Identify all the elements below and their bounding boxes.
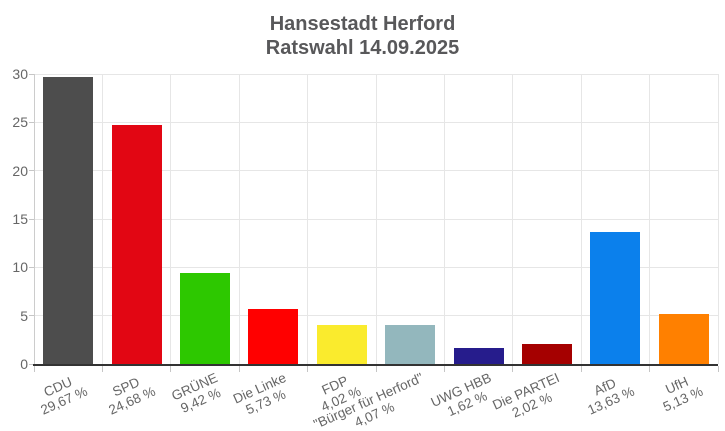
x-axis-tick-5: [375, 366, 377, 372]
chart-title-line2: Ratswahl 14.09.2025: [265, 37, 460, 59]
x-axis-tick-6: [443, 366, 445, 372]
x-gridline-1: [101, 74, 103, 364]
bar-grüne[interactable]: [180, 272, 230, 364]
x-axis-tick-4: [307, 366, 309, 372]
chart-title-line1: Hansestadt Herford: [269, 13, 456, 35]
chart-title: Hansestadt Herford Ratswahl 14.09.2025: [0, 12, 725, 60]
x-label-cdu: CDU 29,67 %: [32, 370, 89, 417]
x-label-grüne: GRÜNE 9,42 %: [169, 370, 226, 417]
y-axis-label-15: 15: [12, 211, 28, 227]
x-gridline-2: [170, 74, 172, 364]
x-label-afd: AfD 13,63 %: [579, 370, 636, 417]
y-axis-tick-5: [29, 315, 34, 317]
bar-ufh[interactable]: [658, 314, 709, 364]
y-axis-tick-20: [29, 170, 34, 172]
bar-die-partei[interactable]: [522, 344, 572, 364]
bar-fdp[interactable]: [316, 325, 367, 364]
x-label-ufh: UfH 5,13 %: [654, 370, 705, 415]
x-label-uwg-hbb: UWG HBB 1,62 %: [429, 370, 500, 424]
bar-die-linke[interactable]: [248, 308, 299, 364]
y-axis-label-5: 5: [20, 307, 28, 324]
x-gridline-6: [443, 74, 445, 364]
x-gridline-4: [307, 74, 309, 364]
bar-cdu[interactable]: [43, 77, 94, 364]
x-gridline-5: [375, 74, 377, 364]
bar-spd[interactable]: [111, 125, 162, 364]
x-gridline-7: [512, 74, 514, 364]
x-axis-tick-7: [512, 366, 514, 372]
x-axis-tick-1: [101, 366, 103, 372]
x-axis-line: [33, 364, 718, 366]
x-label-die-linke: Die Linke 5,73 %: [231, 370, 295, 420]
y-axis-tick-0: [29, 363, 34, 365]
x-gridline-3: [238, 74, 240, 364]
y-axis-label-0: 0: [20, 356, 28, 372]
x-axis-tick-9: [649, 366, 651, 372]
bar-uwg-hbb[interactable]: [453, 348, 504, 364]
y-axis-line: [33, 74, 35, 364]
x-axis-tick-10: [717, 366, 719, 372]
bar-bürger-für-herford[interactable]: [385, 324, 436, 364]
y-axis-tick-30: [29, 73, 34, 75]
y-axis-tick-25: [29, 121, 34, 123]
x-axis-tick-2: [170, 366, 172, 372]
x-axis-tick-8: [580, 366, 582, 372]
y-axis-tick-10: [29, 266, 34, 268]
x-gridline-9: [649, 74, 651, 364]
x-axis-tick-3: [238, 366, 240, 372]
x-gridline-8: [580, 74, 582, 364]
y-axis-label-30: 30: [12, 66, 28, 82]
bar-afd[interactable]: [590, 232, 641, 364]
x-gridline-10: [717, 74, 719, 364]
x-label-die-partei: Die PARTEI 2,02 %: [491, 370, 569, 427]
y-axis-label-10: 10: [12, 259, 28, 276]
y-axis-label-20: 20: [12, 162, 28, 179]
x-label-spd: SPD 24,68 %: [100, 370, 157, 417]
x-axis-tick-0: [33, 366, 35, 372]
y-axis-tick-15: [29, 218, 34, 220]
y-axis-label-25: 25: [12, 114, 28, 131]
